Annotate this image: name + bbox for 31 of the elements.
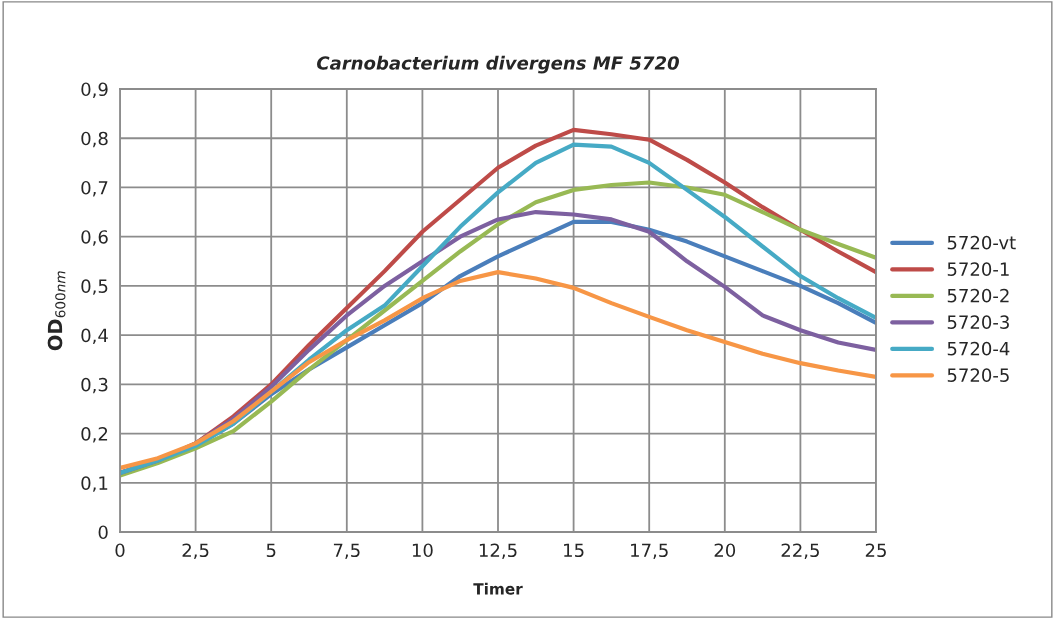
legend-label: 5720-2 xyxy=(947,288,1009,303)
x-tick-label: 15 xyxy=(564,543,584,558)
y-tick-label: 0 xyxy=(98,525,108,540)
y-tick-label: 0,4 xyxy=(81,328,108,345)
line-series xyxy=(120,270,876,471)
legend-label: 5720-3 xyxy=(947,315,1009,329)
x-tick-label: 17,5 xyxy=(631,543,668,559)
y-tick-label: 0,6 xyxy=(81,230,108,246)
y-tick-label: 0,9 xyxy=(81,82,108,98)
x-axis-title: Timer xyxy=(473,582,523,595)
y-axis-title: OD$_{600nm}$ xyxy=(47,271,66,351)
legend-label: 5720-vt xyxy=(947,235,1016,250)
x-tick-label: 2,5 xyxy=(182,543,209,559)
y-tick-label: 0,5 xyxy=(81,279,108,295)
chart-title: Carnobacterium divergens MF 5720 xyxy=(317,55,679,74)
legend-label: 5720-4 xyxy=(947,341,1010,356)
x-tick-label: 10 xyxy=(412,543,433,558)
x-tick-label: 20 xyxy=(714,543,736,558)
x-tick-label: 12,5 xyxy=(479,543,517,559)
x-tick-label: 0 xyxy=(115,543,125,558)
y-tick-label: 0,3 xyxy=(81,377,108,394)
x-tick-label: 22,5 xyxy=(781,543,819,559)
y-tick-label: 0,1 xyxy=(81,476,108,492)
y-tick-label: 0,2 xyxy=(81,427,108,443)
x-tick-label: 5 xyxy=(266,543,276,558)
legend-label: 5720-5 xyxy=(947,368,1009,382)
x-tick-label: 7,5 xyxy=(333,543,360,559)
x-tick-label: 25 xyxy=(865,543,886,558)
legend-label: 5720-1 xyxy=(947,262,1009,276)
y-tick-label: 0,8 xyxy=(81,131,108,148)
y-tick-label: 0,7 xyxy=(81,180,108,197)
